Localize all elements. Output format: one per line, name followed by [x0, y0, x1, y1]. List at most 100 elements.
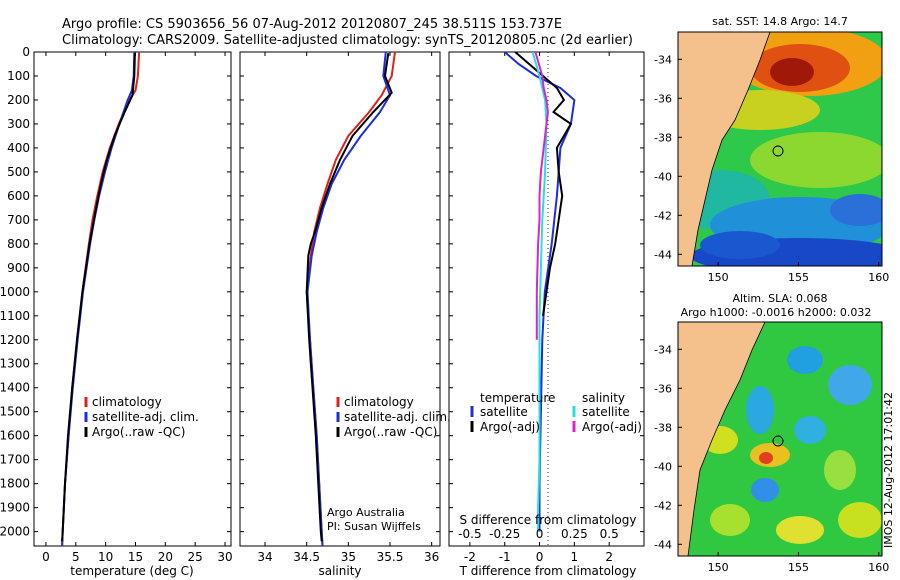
sst-argo-location-marker [772, 145, 784, 157]
map-lon-label: 160 [868, 271, 889, 284]
s-diff-tick-label: -0.5 [458, 527, 481, 541]
s-diff-tick-label: -0.25 [489, 527, 520, 541]
series-argo-raw-qc- [305, 53, 393, 542]
legend-salinity-header: salinity [582, 391, 625, 405]
s-diff-tick-label: 0.5 [600, 527, 619, 541]
sst-map: sat. SST: 14.8 Argo: 14.7 -34 -36 -38 -40 -4… [654, 15, 889, 284]
map-lat-label: -38 [654, 421, 672, 434]
depth-tick-label: 500 [7, 165, 30, 179]
depth-tick-label: 2000 [0, 525, 30, 539]
legend-climatology: climatology [92, 395, 162, 409]
depth-tick-label: 700 [7, 213, 30, 227]
salinity-panel: 34 34.5 35 35.5 36 salinity climatology sate… [239, 51, 451, 578]
t-diff-xlabel: T difference from climatology [459, 564, 637, 578]
temperature-xtick-label: 15 [128, 550, 143, 564]
temperature-xtick-label: 30 [217, 550, 232, 564]
difference-xtick-label: 0 [536, 550, 544, 564]
depth-tick-label: 1200 [0, 333, 30, 347]
temperature-xtick-label: 5 [72, 550, 80, 564]
map-lat-label: -38 [654, 131, 672, 144]
temperature-xtick-label: 10 [98, 550, 113, 564]
temperature-xlabel: temperature (deg C) [70, 564, 193, 578]
salinity-xlabel: salinity [318, 564, 361, 578]
depth-tick-label: 1100 [0, 309, 30, 323]
annotation-pi: PI: Susan Wijffels [327, 520, 421, 533]
difference-xtick-label: 1 [571, 550, 579, 564]
annotation-argo-australia: Argo Australia [327, 506, 405, 519]
salinity-xtick-label: 34.5 [293, 550, 320, 564]
depth-tick-label: 1900 [0, 501, 30, 515]
difference-xtick-label: -1 [499, 550, 511, 564]
map-lat-label: -36 [654, 382, 672, 395]
legend-argo: Argo(..raw -QC) [344, 425, 437, 439]
depth-tick-label: 0 [22, 45, 30, 59]
legend-s-argo: Argo(-adj) [582, 420, 642, 434]
map-lon-label: 155 [788, 271, 809, 284]
salinity-xtick-label: 36 [424, 550, 439, 564]
depth-tick-label: 1700 [0, 453, 30, 467]
series-argo-raw-qc- [61, 53, 136, 542]
header-line-2: Climatology: CARS2009. Satellite-adjuste… [62, 33, 633, 48]
salinity-xtick-label: 35 [341, 550, 356, 564]
imos-timestamp: IMOS 12-Aug-2012 17:01:42 [882, 392, 895, 548]
sst-field [678, 32, 882, 266]
salinity-xtick-label: 35.5 [377, 550, 404, 564]
depth-tick-label: 1400 [0, 381, 30, 395]
map-lat-label: -42 [654, 209, 672, 222]
sla-map-title-1: Altim. SLA: 0.068 [732, 292, 827, 305]
header-line-1: Argo profile: CS 5903656_56 07-Aug-2012 … [62, 17, 562, 32]
sla-map-title-2: Argo h1000: -0.0016 h2000: 0.032 [681, 306, 872, 319]
legend-climatology: climatology [344, 395, 414, 409]
depth-tick-label: 900 [7, 261, 30, 275]
depth-tick-label: 600 [7, 189, 30, 203]
legend-satellite: satellite-adj. clim. [92, 410, 199, 424]
map-lat-label: -34 [654, 343, 672, 356]
map-lon-label: 150 [708, 561, 729, 574]
series-temperature-argo-adj- [514, 52, 573, 316]
salinity-xtick-label: 34 [257, 550, 272, 564]
legend-satellite: satellite-adj. clim. [344, 410, 451, 424]
series-salinity-argo-adj- [534, 52, 549, 340]
temperature-xtick-label: 0 [42, 550, 50, 564]
temperature-panel: 0100200300400500600700800900100011001200… [0, 45, 233, 578]
salinity-legend: climatology satellite-adj. clim. Argo(..… [336, 395, 451, 439]
series-salinity-satellite [531, 52, 548, 532]
depth-tick-label: 1800 [0, 477, 30, 491]
difference-xtick-label: -2 [464, 550, 476, 564]
map-lat-label: -34 [654, 53, 672, 66]
temperature-xtick-label: 20 [158, 550, 173, 564]
legend-s-satellite: satellite [582, 405, 630, 419]
map-lat-label: -36 [654, 92, 672, 105]
sla-field [678, 322, 882, 556]
legend-argo: Argo(..raw -QC) [92, 425, 185, 439]
s-diff-tick-label: 0 [536, 527, 544, 541]
legend-temperature-header: temperature [480, 391, 555, 405]
map-lat-label: -44 [654, 248, 672, 261]
legend-t-argo: Argo(-adj) [480, 420, 540, 434]
sla-map: Altim. SLA: 0.068 Argo h1000: -0.0016 h2… [654, 292, 889, 574]
depth-tick-label: 1000 [0, 285, 30, 299]
map-lat-label: -44 [654, 538, 672, 551]
depth-tick-label: 1600 [0, 429, 30, 443]
map-lat-label: -42 [654, 499, 672, 512]
sst-map-title: sat. SST: 14.8 Argo: 14.7 [712, 15, 848, 28]
depth-tick-label: 1300 [0, 357, 30, 371]
temperature-legend: climatology satellite-adj. clim. Argo(..… [84, 395, 199, 439]
map-lon-label: 150 [708, 271, 729, 284]
difference-legend: temperature salinity satellite Argo(-adj… [470, 391, 642, 434]
salinity-axes [239, 51, 441, 547]
map-lon-label: 160 [868, 561, 889, 574]
depth-tick-label: 100 [7, 69, 30, 83]
s-diff-xlabel: S difference from climatology [460, 513, 637, 527]
difference-panel: -2 -1 0 1 2 T difference from climatology S … [448, 51, 645, 578]
sla-argo-location-marker [772, 435, 784, 447]
legend-t-satellite: satellite [480, 405, 528, 419]
depth-tick-label: 1500 [0, 405, 30, 419]
difference-xtick-label: 2 [605, 550, 613, 564]
s-diff-tick-label: 0.25 [561, 527, 588, 541]
map-lat-label: -40 [654, 170, 672, 183]
temperature-axes [33, 51, 232, 547]
map-lat-label: -40 [654, 460, 672, 473]
depth-tick-label: 800 [7, 237, 30, 251]
